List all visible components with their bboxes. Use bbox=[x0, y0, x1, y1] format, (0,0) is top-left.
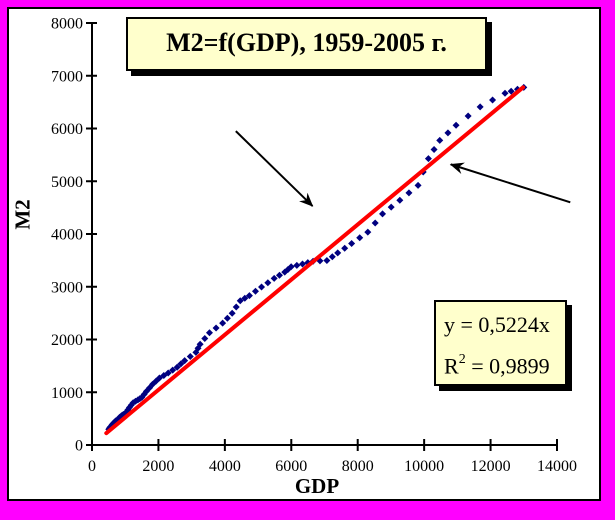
data-point bbox=[489, 96, 497, 104]
data-point bbox=[164, 369, 172, 377]
data-point bbox=[245, 292, 253, 300]
data-point bbox=[323, 257, 331, 265]
arrow-annotations bbox=[235, 130, 571, 207]
y-tick-label: 5000 bbox=[51, 174, 83, 191]
data-point bbox=[476, 103, 484, 111]
data-point bbox=[334, 249, 342, 257]
y-tick-label: 6000 bbox=[51, 121, 83, 138]
data-point bbox=[181, 357, 189, 365]
x-tick-label: 10000 bbox=[404, 458, 444, 475]
data-point bbox=[232, 303, 240, 311]
y-tick-label: 1000 bbox=[51, 385, 83, 402]
r-value: = 0,9899 bbox=[465, 353, 550, 379]
data-point bbox=[287, 263, 295, 271]
data-point bbox=[228, 309, 236, 317]
axes: 0 1000 2000 3000 4000 5000 6000 7000 8000 0 2000 40… bbox=[51, 16, 577, 476]
data-point bbox=[464, 112, 472, 120]
data-point bbox=[396, 196, 404, 204]
x-tick-label: 2000 bbox=[142, 458, 174, 475]
y-tick-label: 8000 bbox=[51, 16, 83, 33]
chart-panel bbox=[7, 7, 601, 501]
data-point bbox=[201, 334, 209, 342]
data-point bbox=[444, 129, 452, 137]
x-tick-label: 14000 bbox=[537, 458, 577, 475]
data-point bbox=[293, 261, 301, 269]
equation-box: y = 0,5224x R2 = 0,9899 bbox=[434, 300, 567, 386]
x-tick-label: 8000 bbox=[342, 458, 374, 475]
data-point bbox=[371, 219, 379, 227]
data-point bbox=[328, 253, 336, 261]
data-point bbox=[241, 294, 249, 302]
data-point bbox=[507, 87, 515, 95]
data-point bbox=[424, 155, 432, 163]
data-point bbox=[169, 366, 177, 374]
data-point bbox=[186, 352, 194, 360]
data-point bbox=[356, 234, 364, 242]
y-tick-label: 7000 bbox=[51, 68, 83, 85]
data-point bbox=[177, 360, 185, 368]
r-squared-text: R2 = 0,9899 bbox=[444, 343, 565, 384]
data-point bbox=[299, 260, 307, 268]
data-point bbox=[212, 324, 220, 332]
r-exponent: 2 bbox=[458, 352, 466, 367]
trendline bbox=[104, 85, 526, 436]
y-axis-title: M2 bbox=[10, 199, 35, 230]
data-point bbox=[264, 279, 272, 287]
x-tick-label: 4000 bbox=[209, 458, 241, 475]
data-point bbox=[251, 287, 259, 295]
data-point bbox=[387, 203, 395, 211]
data-point bbox=[219, 319, 227, 327]
data-point bbox=[341, 244, 349, 252]
data-point bbox=[173, 363, 181, 371]
x-tick-label: 6000 bbox=[275, 458, 307, 475]
y-tick-label: 2000 bbox=[51, 332, 83, 349]
data-point bbox=[436, 136, 444, 144]
data-point bbox=[275, 271, 283, 279]
data-point bbox=[364, 228, 372, 236]
annotation-arrow bbox=[449, 162, 571, 204]
y-tick-label: 4000 bbox=[51, 227, 83, 244]
scatter-points bbox=[105, 83, 528, 433]
equation-text: y = 0,5224x bbox=[444, 312, 550, 337]
chart-title: M2=f(GDP), 1959-2005 г. bbox=[126, 17, 487, 71]
data-point bbox=[501, 89, 509, 97]
data-point bbox=[379, 210, 387, 218]
data-point bbox=[223, 314, 231, 322]
y-tick-label: 0 bbox=[75, 438, 83, 455]
x-tick-label: 0 bbox=[88, 458, 96, 475]
r-symbol: R bbox=[444, 353, 459, 379]
data-point bbox=[414, 181, 422, 189]
x-tick-label: 12000 bbox=[471, 458, 511, 475]
trendline-segment bbox=[104, 85, 526, 436]
data-point bbox=[348, 239, 356, 247]
data-point bbox=[196, 340, 204, 348]
data-point bbox=[205, 329, 213, 337]
x-axis-title: GDP bbox=[294, 474, 340, 498]
data-point bbox=[430, 145, 438, 153]
data-point bbox=[236, 297, 244, 305]
data-point bbox=[405, 189, 413, 197]
annotation-arrow bbox=[235, 130, 314, 207]
y-tick-label: 3000 bbox=[51, 279, 83, 296]
data-point bbox=[270, 274, 278, 282]
data-point bbox=[258, 283, 266, 291]
data-point bbox=[452, 121, 460, 129]
